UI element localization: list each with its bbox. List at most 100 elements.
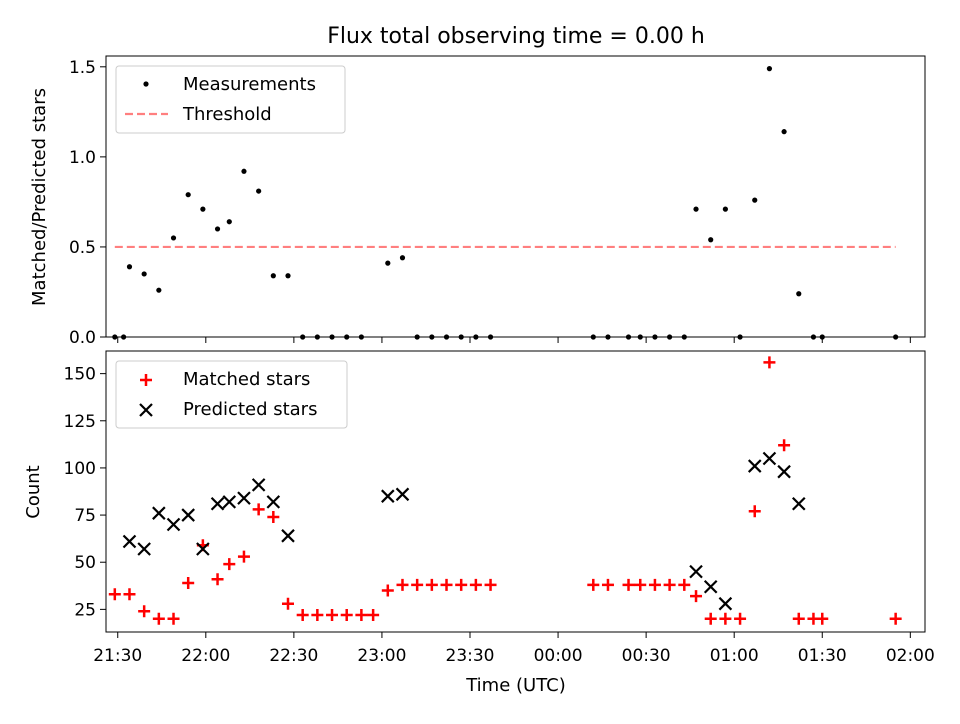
matched-star-point [440, 578, 453, 591]
measurement-point [270, 273, 276, 279]
matched-star-point [425, 578, 438, 591]
x-tick-label: 23:00 [357, 646, 406, 666]
matched-star-point [748, 505, 761, 518]
y-tick-label: 125 [64, 412, 96, 432]
chart-title: Flux total observing time = 0.00 h [327, 24, 705, 49]
measurement-point [314, 334, 320, 340]
matched-star-point [367, 609, 380, 622]
predicted-star-point [381, 489, 395, 503]
legend-threshold-label: Threshold [182, 104, 272, 125]
matched-star-point [123, 588, 136, 601]
measurement-point [605, 334, 611, 340]
measurement-point [185, 192, 191, 198]
matched-star-point [719, 612, 732, 625]
measurement-point [819, 334, 825, 340]
matched-star-point [734, 612, 747, 625]
y-tick-label: 100 [64, 459, 96, 479]
bottom-x-axis-label: Time (UTC) [465, 675, 566, 696]
measurement-point [156, 287, 162, 293]
matched-star-point [167, 612, 180, 625]
predicted-star-point [137, 542, 151, 556]
legend-measurements-marker [143, 81, 149, 87]
bottom-legend-box [115, 360, 348, 429]
top-plot-frame [105, 55, 926, 338]
measurement-point [414, 334, 420, 340]
measurement-point [752, 197, 758, 203]
matched-star-point [778, 439, 791, 452]
top-y-axis-label: Matched/Predicted stars [29, 88, 50, 306]
y-tick-label: 0.5 [69, 238, 96, 258]
measurement-point [358, 334, 364, 340]
matched-star-point [622, 578, 635, 591]
legend-matched-label: Matched stars [183, 369, 310, 390]
legend-predicted-label: Predicted stars [183, 399, 317, 420]
predicted-star-point [237, 491, 251, 505]
predicted-star-point [791, 496, 806, 511]
matched-star-point [484, 578, 497, 591]
matched-star-point [678, 578, 691, 591]
measurement-point [429, 334, 435, 340]
measurement-point [300, 334, 306, 340]
matched-star-point [816, 612, 829, 625]
y-tick-label: 150 [64, 365, 96, 385]
matched-star-point [396, 578, 409, 591]
matched-star-point [455, 578, 468, 591]
y-tick-label: 0.0 [69, 328, 96, 348]
measurement-point [652, 334, 658, 340]
y-tick-label: 25 [74, 600, 96, 620]
matched-star-point [152, 612, 165, 625]
measurement-point [121, 334, 127, 340]
measurement-point [141, 271, 147, 277]
matched-star-point [587, 578, 600, 591]
measurement-point [344, 334, 350, 340]
predicted-star-point [166, 517, 181, 532]
bottom-panel: Count Time (UTC) 25 50 75 100 125 150 21:30 22… [23, 350, 935, 696]
y-tick-label: 75 [74, 506, 96, 526]
x-tick-label: 01:00 [710, 646, 759, 666]
matched-star-point [311, 609, 324, 622]
predicted-star-point [222, 495, 237, 509]
matched-star-point [138, 605, 151, 618]
top-marks [112, 66, 899, 340]
measurement-point [487, 334, 494, 340]
bottom-legend: Matched stars Predicted stars [115, 360, 348, 429]
bottom-x-ticks: 21:30 22:00 22:30 23:00 23:30 00:00 00:30 01:00… [93, 632, 935, 666]
measurement-point [473, 334, 479, 340]
y-tick-label: 1.0 [69, 148, 96, 168]
predicted-star-point [266, 495, 281, 509]
measurement-point [226, 219, 232, 225]
predicted-star-point [703, 579, 718, 594]
measurement-point [590, 334, 596, 340]
matched-star-point [223, 558, 236, 571]
top-x-ticks [117, 337, 911, 343]
matched-star-point [411, 578, 424, 591]
predicted-star-point [281, 529, 295, 543]
matched-star-point [108, 588, 121, 601]
measurement-point [443, 334, 450, 340]
y-tick-label: 50 [74, 553, 96, 573]
measurement-point [399, 255, 406, 261]
matched-star-point [381, 584, 394, 597]
predicted-star-point [181, 508, 195, 522]
measurement-point [810, 334, 817, 340]
predicted-star-point [689, 564, 703, 579]
x-tick-label: 22:00 [181, 646, 230, 666]
predicted-star-point [152, 506, 166, 520]
legend-predicted-marker [139, 403, 153, 417]
top-y-ticks: 0.0 0.5 1.0 1.5 [69, 58, 106, 348]
predicted-star-point [777, 464, 791, 479]
x-tick-label: 23:30 [446, 646, 495, 666]
predicted-star-point [718, 596, 733, 611]
bottom-y-ticks: 25 50 75 100 125 150 [64, 365, 106, 620]
matched-star-point [326, 609, 339, 622]
matched-star-point [282, 597, 294, 610]
matched-star-point [763, 356, 776, 369]
predicted-star-point [251, 478, 266, 492]
x-tick-label: 02:00 [886, 646, 935, 666]
matched-star-point [634, 578, 647, 591]
predicted-star-point [122, 534, 137, 549]
matched-star-point [296, 609, 309, 622]
measurement-point [796, 291, 802, 297]
predicted-star-point [395, 487, 410, 502]
